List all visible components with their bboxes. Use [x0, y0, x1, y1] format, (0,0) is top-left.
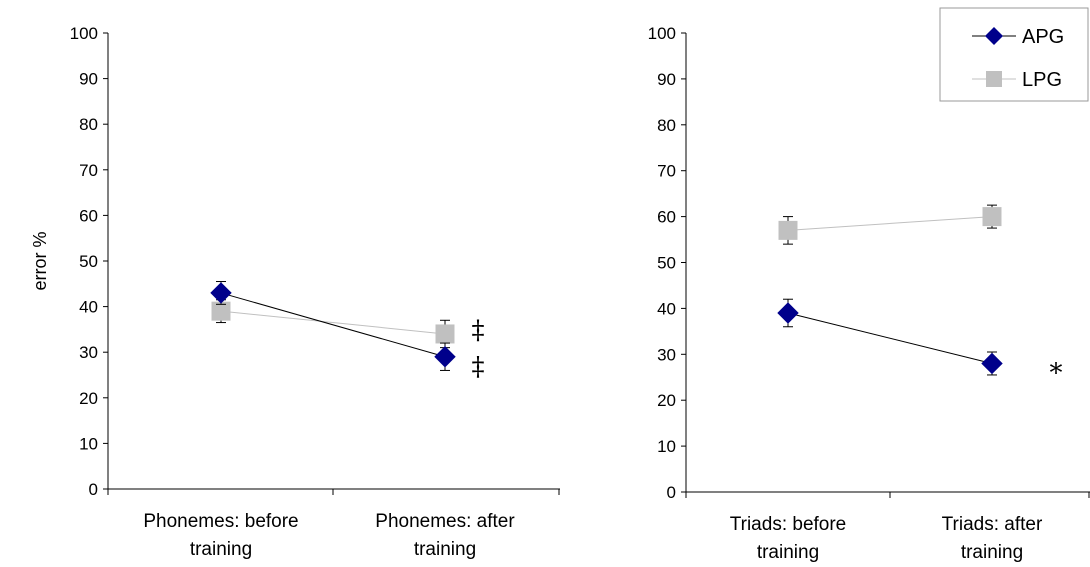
- series-line-lpg: [220, 310, 446, 335]
- x-category-label-1: Triads: before training: [730, 514, 847, 563]
- x-category-label-line: Phonemes: before: [143, 511, 298, 532]
- significance-marker-2: ‡: [472, 352, 485, 382]
- point-lpg-1: [778, 220, 798, 240]
- x-category-label-2: Phonemes: after training: [375, 511, 515, 560]
- x-category-label-line: Triads: before: [730, 514, 847, 535]
- y-tick-label-40: 40: [657, 299, 676, 318]
- x-category-label-line: training: [757, 542, 819, 563]
- y-tick-label-80: 80: [79, 115, 98, 134]
- x-category-label-line: training: [190, 539, 252, 560]
- legend: APG LPG: [939, 7, 1089, 102]
- series-line-apg: [787, 312, 993, 364]
- y-tick-label-0: 0: [667, 483, 676, 502]
- point-apg-1: [777, 302, 799, 324]
- point-lpg-1: [211, 301, 231, 321]
- y-tick-label-20: 20: [657, 391, 676, 410]
- y-tick-label-70: 70: [657, 162, 676, 181]
- y-tick-label-90: 90: [657, 70, 676, 89]
- series-line-apg: [220, 292, 446, 358]
- y-tick-label-50: 50: [657, 254, 676, 273]
- y-tick-label-10: 10: [79, 434, 98, 453]
- y-tick-label-70: 70: [79, 161, 98, 180]
- point-apg-1: [210, 282, 232, 304]
- y-tick-label-30: 30: [657, 345, 676, 364]
- point-apg-2: [981, 352, 1003, 375]
- chart-1: 0 10 20 30 40 50 60 70 80 90 100 Phonemes: before tr…: [30, 24, 560, 560]
- significance-marker-1: *: [1050, 359, 1063, 389]
- y-tick-label-30: 30: [79, 343, 98, 362]
- y-tick-label-100: 100: [648, 24, 676, 43]
- y-tick-label-60: 60: [79, 206, 98, 225]
- legend-marker-apg: [985, 27, 1003, 45]
- legend-marker-lpg: [986, 71, 1002, 87]
- x-category-label-line: training: [961, 542, 1023, 563]
- y-tick-label-0: 0: [89, 480, 98, 499]
- y-tick-label-80: 80: [657, 116, 676, 135]
- legend-label-lpg: LPG: [1022, 69, 1062, 91]
- x-category-label-line: training: [414, 539, 476, 560]
- x-category-label-1: Phonemes: before training: [143, 511, 298, 560]
- y-tick-label-20: 20: [79, 389, 98, 408]
- x-category-label-2: Triads: after training: [942, 514, 1043, 563]
- significance-marker-1: ‡: [472, 315, 485, 345]
- y-tick-label-90: 90: [79, 70, 98, 89]
- y-tick-label-40: 40: [79, 298, 98, 317]
- y-tick-label-10: 10: [657, 437, 676, 456]
- x-category-label-line: Phonemes: after: [375, 511, 515, 532]
- legend-box: [939, 7, 1089, 102]
- point-lpg-2: [982, 207, 1002, 227]
- chart-2: 0 10 20 30 40 50 60 70 80 90 100 Triads: before trai…: [648, 7, 1090, 563]
- y-tick-label-60: 60: [657, 208, 676, 227]
- series-line-lpg: [787, 216, 993, 231]
- x-category-label-line: Triads: after: [942, 514, 1043, 535]
- legend-label-apg: APG: [1022, 26, 1064, 48]
- y-tick-label-100: 100: [70, 24, 98, 43]
- point-lpg-2: [435, 324, 455, 344]
- point-apg-2: [434, 346, 456, 368]
- y-tick-label-50: 50: [79, 252, 98, 271]
- y-axis-label: error %: [30, 231, 50, 290]
